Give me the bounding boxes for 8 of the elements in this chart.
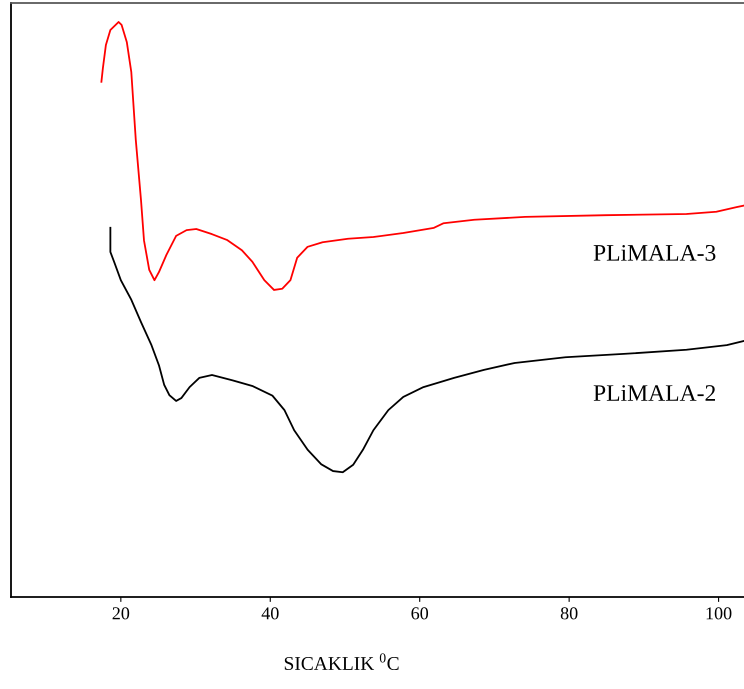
x-tick-label: 60 <box>411 607 428 620</box>
series-label: PLiMALA-2 <box>594 385 716 401</box>
x-tick-label: 80 <box>560 607 578 620</box>
series-label: PLiMALA-3 <box>594 244 716 261</box>
x-tick-label: 20 <box>112 607 130 620</box>
x-tick-label: 40 <box>262 607 279 620</box>
x-tick-label: 100 <box>706 607 732 620</box>
x-axis-title: SICAKLIK $^{0}$C <box>284 653 399 670</box>
